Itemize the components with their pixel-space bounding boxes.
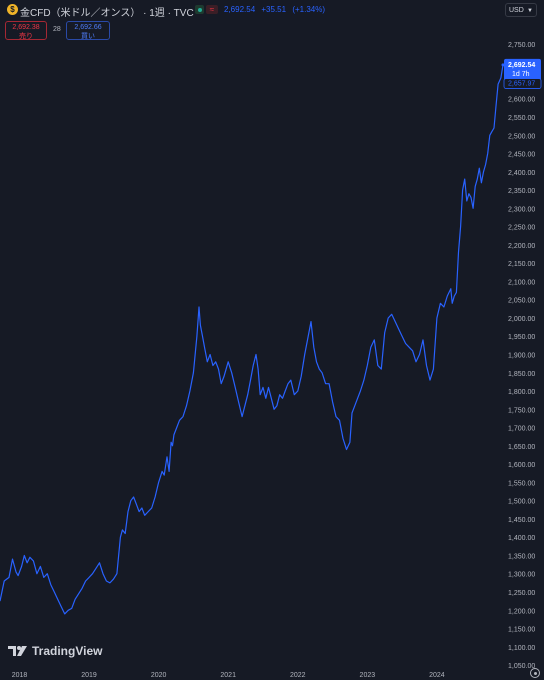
- y-tick-label: 1,500.00: [508, 499, 535, 506]
- price-axis[interactable]: 2,750.002,700.002,650.002,600.002,550.00…: [508, 42, 535, 670]
- price-summary: 2,692.54 +35.51 (+1.34%): [224, 5, 329, 14]
- brand-name[interactable]: TradingView: [32, 644, 103, 658]
- y-tick-label: 2,300.00: [508, 206, 535, 213]
- y-tick-label: 1,100.00: [508, 645, 535, 652]
- buy-button[interactable]: 2,692.66 買い: [66, 21, 110, 40]
- x-tick-label: 2024: [429, 672, 445, 679]
- y-tick-label: 1,550.00: [508, 480, 535, 487]
- chevron-down-icon: ▼: [527, 8, 533, 14]
- y-tick-label: 2,550.00: [508, 115, 535, 122]
- y-tick-label: 1,750.00: [508, 407, 535, 414]
- y-tick-label: 1,600.00: [508, 462, 535, 469]
- y-tick-label: 1,700.00: [508, 426, 535, 433]
- y-tick-label: 1,800.00: [508, 389, 535, 396]
- countdown-text: 1d 7h: [512, 71, 530, 78]
- x-tick-label: 2020: [151, 672, 167, 679]
- buy-label: 買い: [81, 33, 95, 40]
- y-tick-label: 1,250.00: [508, 590, 535, 597]
- y-tick-label: 2,250.00: [508, 225, 535, 232]
- x-tick-label: 2019: [81, 672, 97, 679]
- y-tick-label: 2,000.00: [508, 316, 535, 323]
- y-tick-label: 1,850.00: [508, 371, 535, 378]
- gold-coin-icon: $: [7, 4, 18, 15]
- y-tick-label: 1,950.00: [508, 334, 535, 341]
- indicator-badge-icon[interactable]: ≈: [206, 5, 218, 14]
- plot-area[interactable]: [0, 63, 505, 615]
- time-axis[interactable]: 2018 2019 2020 2021 2022 2023 2024: [12, 672, 445, 679]
- y-tick-label: 2,200.00: [508, 243, 535, 250]
- settings-icon[interactable]: [530, 668, 540, 678]
- last-price: 2,692.54: [224, 5, 256, 14]
- y-tick-label: 1,350.00: [508, 553, 535, 560]
- x-tick-label: 2023: [360, 672, 376, 679]
- y-tick-label: 1,050.00: [508, 663, 535, 670]
- last-price-tag-text: 2,692.54: [508, 62, 535, 69]
- currency-selector[interactable]: USD ▼: [505, 3, 537, 17]
- y-tick-label: 2,050.00: [508, 298, 535, 305]
- tradingview-logo-icon[interactable]: [8, 643, 30, 659]
- y-tick-label: 2,500.00: [508, 133, 535, 140]
- sell-button[interactable]: 2,692.38 売り: [5, 21, 47, 40]
- prev-close-text: 2,657.97: [508, 81, 535, 88]
- y-tick-label: 1,900.00: [508, 353, 535, 360]
- price-change-pct: (+1.34%): [292, 5, 325, 14]
- symbol-title[interactable]: 金CFD（米ドル／オンス） · 1週 · TVC: [20, 8, 194, 19]
- y-tick-label: 1,200.00: [508, 608, 535, 615]
- y-tick-label: 2,350.00: [508, 188, 535, 195]
- y-tick-label: 1,300.00: [508, 572, 535, 579]
- y-tick-label: 1,150.00: [508, 627, 535, 634]
- price-change: +35.51: [261, 5, 287, 14]
- last-price-tag: [504, 58, 541, 81]
- y-tick-label: 2,150.00: [508, 261, 535, 268]
- y-tick-label: 2,100.00: [508, 279, 535, 286]
- sell-price: 2,692.38: [12, 24, 40, 31]
- y-tick-label: 2,450.00: [508, 152, 535, 159]
- series-line-0: [0, 64, 504, 615]
- spread-value: 28: [53, 26, 61, 33]
- y-tick-label: 2,600.00: [508, 97, 535, 104]
- chart-header: $ 金CFD（米ドル／オンス） · 1週 · TVC ≈ 2,692.54 +3…: [0, 0, 544, 20]
- x-tick-label: 2018: [12, 672, 28, 679]
- y-tick-label: 1,400.00: [508, 535, 535, 542]
- prev-close-tag: [503, 78, 542, 89]
- sell-label: 売り: [19, 33, 33, 40]
- price-labels: 2,692.54 1d 7h 2,657.97: [503, 58, 542, 89]
- currency-label: USD: [509, 7, 524, 14]
- x-tick-label: 2021: [220, 672, 236, 679]
- x-tick-label: 2022: [290, 672, 306, 679]
- y-tick-label: 2,400.00: [508, 170, 535, 177]
- y-tick-label: 2,750.00: [508, 42, 535, 49]
- y-tick-label: 1,450.00: [508, 517, 535, 524]
- buy-price: 2,692.66: [74, 24, 102, 31]
- last-point: [501, 63, 505, 67]
- market-open-icon: [195, 5, 204, 14]
- y-tick-label: 1,650.00: [508, 444, 535, 451]
